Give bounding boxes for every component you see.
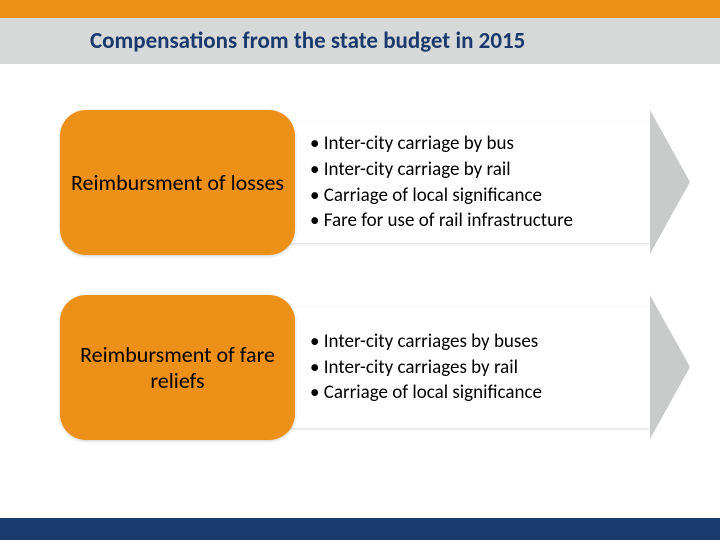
section-row: Inter-city carriages by buses Inter-city… <box>60 295 690 440</box>
list-item: Fare for use of rail infrastructure <box>310 208 573 234</box>
bullet-list: Inter-city carriage by bus Inter-city ca… <box>310 131 573 234</box>
section-badge: Reimbursment of fare reliefs <box>60 295 295 440</box>
badge-label: Reimbursment of losses <box>71 170 284 195</box>
list-item: Inter-city carriage by rail <box>310 157 573 183</box>
list-item: Inter-city carriages by rail <box>310 355 542 381</box>
bottom-stripe <box>0 518 720 540</box>
list-item: Carriage of local significance <box>310 183 573 209</box>
page-title: Compensations from the state budget in 2… <box>90 27 525 55</box>
bullet-list: Inter-city carriages by buses Inter-city… <box>310 329 542 406</box>
list-item: Inter-city carriage by bus <box>310 131 573 157</box>
title-bar: Compensations from the state budget in 2… <box>0 18 720 64</box>
badge-label: Reimbursment of fare reliefs <box>70 342 285 393</box>
arrow-head-icon <box>650 110 690 254</box>
section-row: Inter-city carriage by bus Inter-city ca… <box>60 110 690 255</box>
list-item: Inter-city carriages by buses <box>310 329 542 355</box>
arrow-head-icon <box>650 295 690 439</box>
list-item: Carriage of local significance <box>310 380 542 406</box>
section-badge: Reimbursment of losses <box>60 110 295 255</box>
content-area: Inter-city carriage by bus Inter-city ca… <box>60 110 690 480</box>
top-stripe <box>0 0 720 18</box>
